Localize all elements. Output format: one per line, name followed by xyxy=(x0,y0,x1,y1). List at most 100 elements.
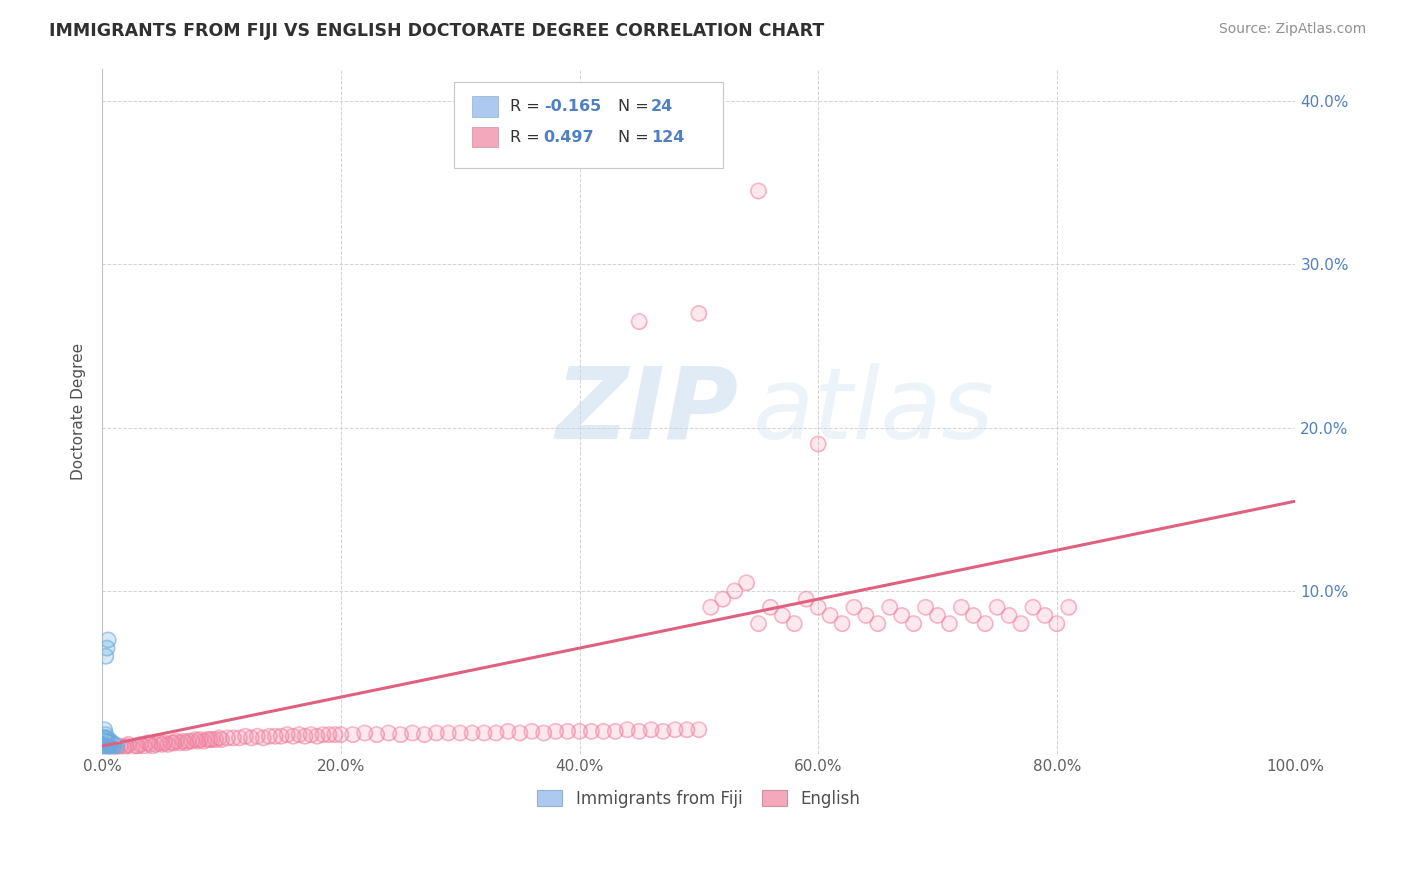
Text: N =: N = xyxy=(617,99,654,114)
Point xyxy=(100,738,122,752)
Point xyxy=(93,738,115,752)
Point xyxy=(329,728,352,742)
Point xyxy=(323,728,346,742)
Point xyxy=(217,731,239,745)
Point xyxy=(127,739,149,753)
Point xyxy=(288,728,311,742)
Point xyxy=(172,734,194,748)
Point xyxy=(156,738,179,752)
Point xyxy=(93,740,115,755)
Point xyxy=(96,731,118,745)
Point xyxy=(533,726,555,740)
Point xyxy=(723,583,745,598)
Point xyxy=(377,726,399,740)
Point xyxy=(246,729,269,743)
Point xyxy=(688,306,710,320)
Point xyxy=(150,738,173,752)
Text: R =: R = xyxy=(510,99,546,114)
Point xyxy=(235,729,257,743)
Point xyxy=(783,616,806,631)
Point xyxy=(204,732,226,747)
Point xyxy=(198,732,221,747)
Point xyxy=(389,728,412,742)
Point xyxy=(318,728,340,742)
Point xyxy=(974,616,997,631)
Point xyxy=(240,731,263,745)
Point xyxy=(688,306,710,320)
Point xyxy=(998,608,1021,623)
Point xyxy=(115,739,138,753)
Point xyxy=(842,600,865,615)
Point xyxy=(664,723,686,737)
Point xyxy=(794,592,817,607)
Point xyxy=(132,739,155,753)
Point xyxy=(160,736,183,750)
Point xyxy=(101,739,124,753)
Point xyxy=(485,726,508,740)
Point xyxy=(136,736,159,750)
Point xyxy=(150,738,173,752)
Point xyxy=(94,734,117,748)
Point xyxy=(153,736,176,750)
Point xyxy=(389,728,412,742)
Bar xyxy=(472,127,498,147)
Point xyxy=(169,736,191,750)
Point xyxy=(96,736,118,750)
Point xyxy=(472,726,495,740)
Point xyxy=(180,734,202,748)
Point xyxy=(276,728,298,742)
Point xyxy=(169,736,191,750)
Point xyxy=(640,723,662,737)
Point xyxy=(165,734,187,748)
Point xyxy=(437,726,460,740)
Point xyxy=(855,608,877,623)
Point xyxy=(818,608,841,623)
Point xyxy=(184,732,207,747)
Point xyxy=(747,616,769,631)
Point xyxy=(270,729,292,743)
Point xyxy=(711,592,734,607)
Point xyxy=(276,728,298,742)
Point xyxy=(94,649,117,664)
Point xyxy=(1022,600,1045,615)
Point xyxy=(136,736,159,750)
Point xyxy=(156,738,179,752)
Point xyxy=(605,724,627,739)
Point xyxy=(342,728,364,742)
Point xyxy=(160,736,183,750)
Point xyxy=(93,739,115,753)
Point xyxy=(97,632,120,647)
Point xyxy=(962,608,984,623)
Point xyxy=(121,740,143,755)
Point xyxy=(98,734,121,748)
Point xyxy=(240,731,263,745)
Point xyxy=(97,744,120,758)
Text: 24: 24 xyxy=(651,99,673,114)
Point xyxy=(124,739,146,753)
Point xyxy=(121,740,143,755)
Point xyxy=(94,739,117,753)
Point xyxy=(1010,616,1032,631)
Point xyxy=(879,600,901,615)
Point xyxy=(377,726,399,740)
Text: 0.497: 0.497 xyxy=(544,129,595,145)
Point xyxy=(211,732,233,747)
Point xyxy=(544,724,567,739)
Point xyxy=(1022,600,1045,615)
Point xyxy=(93,739,115,753)
Point xyxy=(413,728,436,742)
Point xyxy=(93,731,115,745)
Point xyxy=(520,724,543,739)
Point xyxy=(329,728,352,742)
Point xyxy=(927,608,949,623)
Point xyxy=(305,729,328,743)
Point xyxy=(98,734,121,748)
Point xyxy=(177,734,200,748)
Point xyxy=(366,728,388,742)
Point xyxy=(294,729,316,743)
Point xyxy=(129,738,152,752)
Point xyxy=(94,728,117,742)
Point xyxy=(938,616,960,631)
Point xyxy=(449,726,471,740)
Point xyxy=(187,734,209,748)
